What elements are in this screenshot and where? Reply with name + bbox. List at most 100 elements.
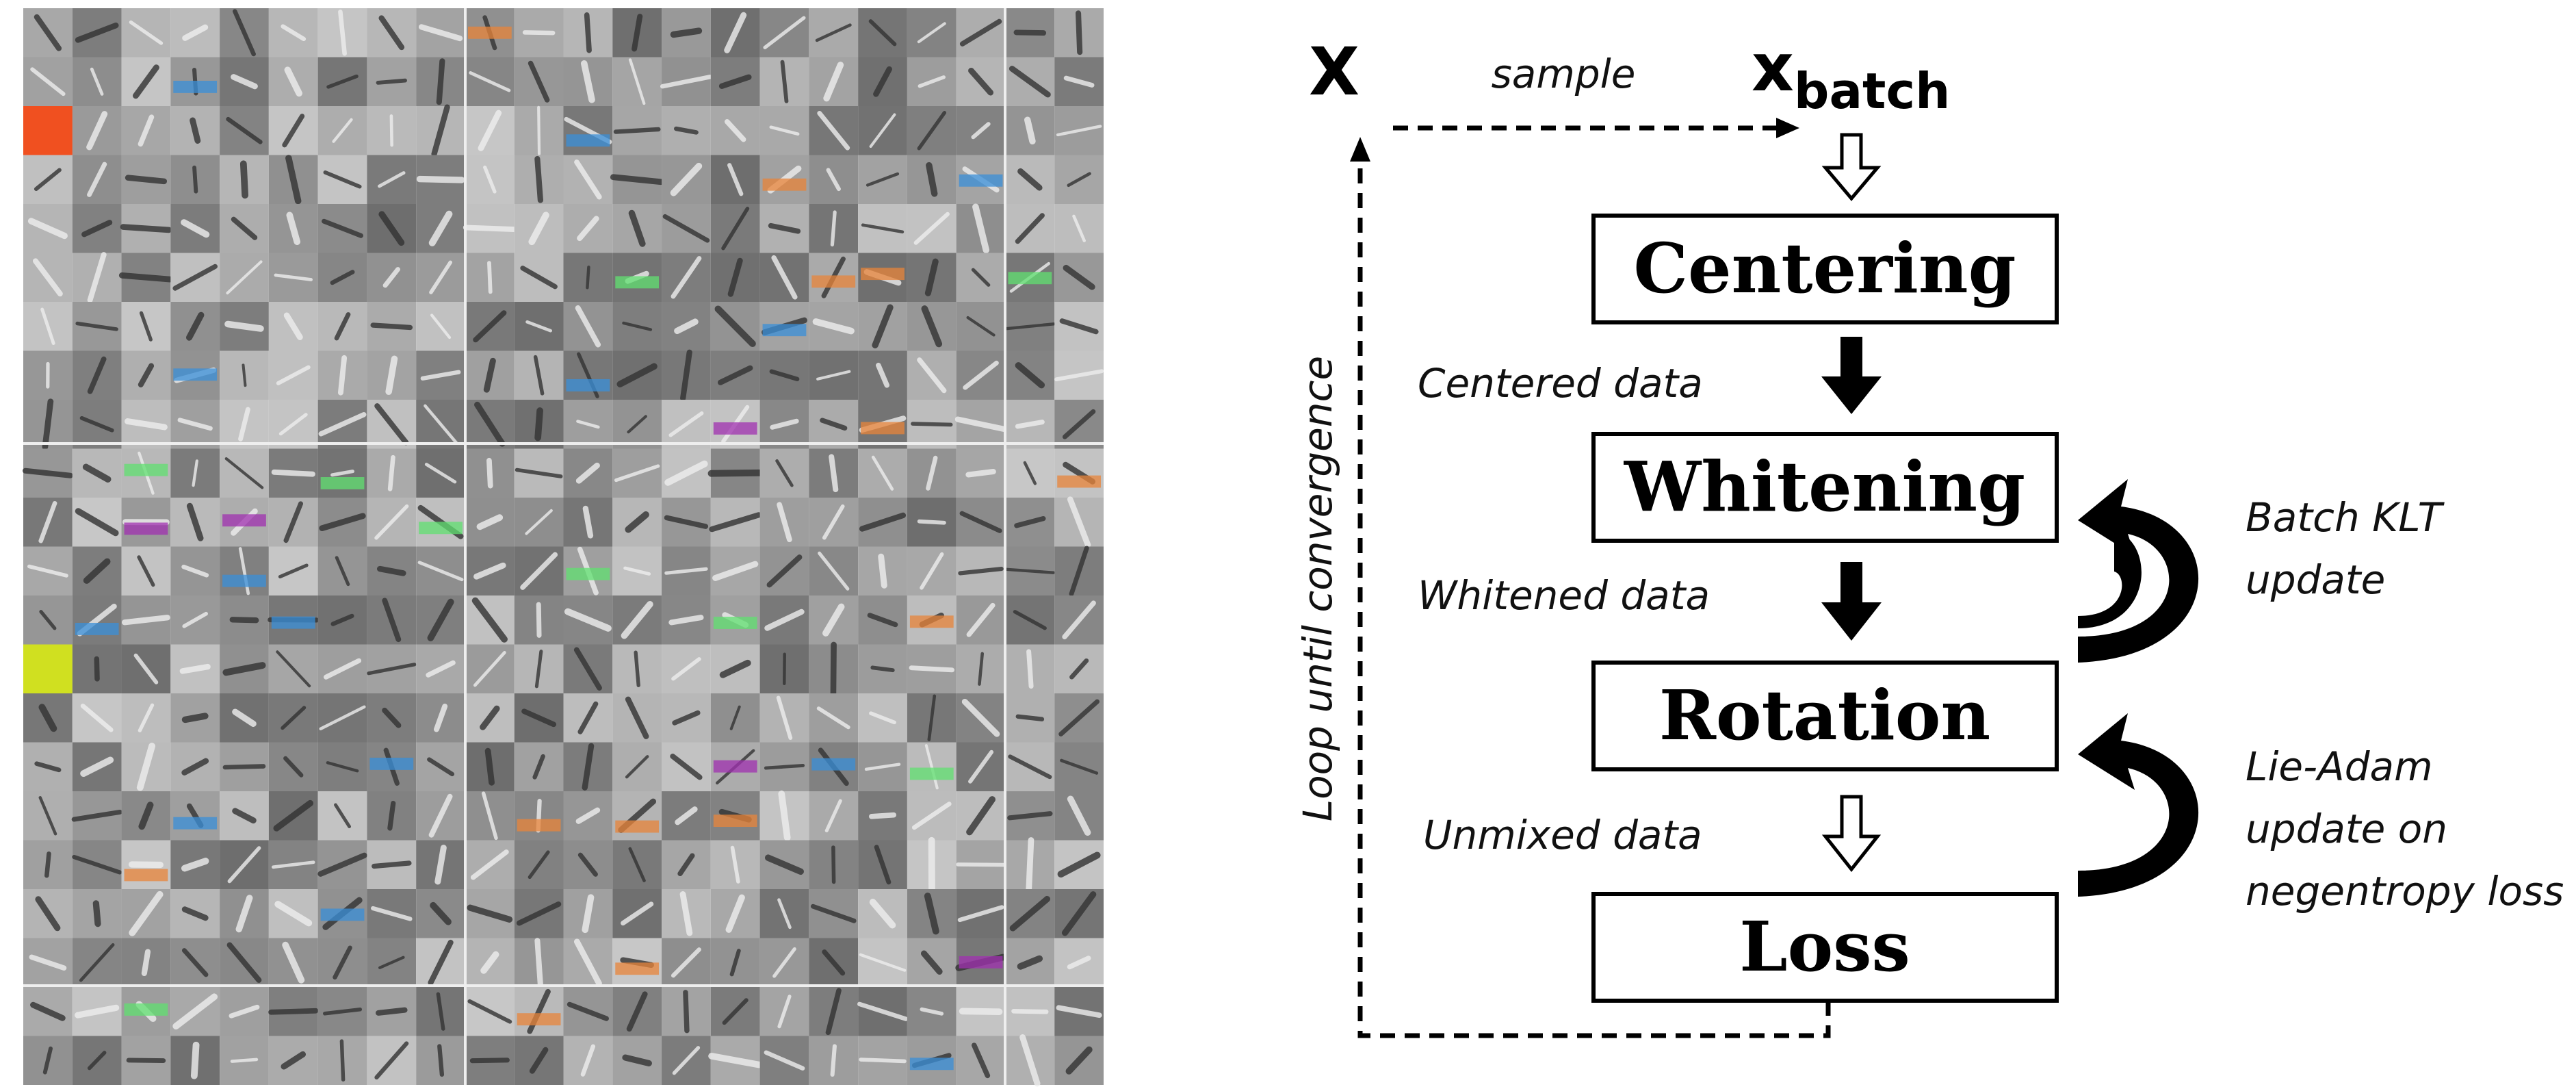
patch-edge (390, 804, 393, 828)
patch-color (1057, 476, 1101, 488)
node-label: Rotation (1659, 675, 1990, 756)
patch-edge (489, 263, 491, 292)
patch-color (1008, 272, 1052, 284)
patch-edge (378, 81, 405, 83)
patch-edge (373, 325, 410, 327)
filter-grid (23, 8, 1104, 1085)
arrowhead (1776, 118, 1799, 138)
patch-color (517, 1013, 561, 1025)
edge-label: Centered data (1418, 360, 1703, 407)
patch-color (173, 81, 217, 93)
patch-color (173, 368, 217, 381)
patch-edge (341, 358, 344, 393)
patch-edge (538, 107, 539, 154)
patch-edge (122, 275, 170, 279)
patch-edge (144, 952, 148, 973)
arrow-hollow (1825, 135, 1877, 198)
patch-edge (185, 716, 205, 719)
update-arrow (2078, 713, 2198, 897)
update-labels: Batch KLT update Lie-Adam update on negentro… (2246, 494, 2564, 914)
patch-edge (920, 522, 944, 523)
patch-color (910, 768, 954, 780)
figure: X sample xbatch Centering Whitening Rotati… (0, 0, 2576, 1089)
patch-edge (881, 556, 885, 585)
patch-color (23, 645, 73, 694)
patch-edge (958, 864, 1004, 865)
patch-color (567, 568, 610, 580)
patch-color (567, 134, 610, 146)
patch-edge (439, 1047, 442, 1075)
node-label: Loss (1739, 906, 1910, 987)
patch-edge (833, 847, 834, 882)
patch-edge (587, 15, 589, 51)
patch-edge (378, 1010, 404, 1013)
patch-color (321, 908, 365, 921)
patch-color (861, 422, 905, 435)
patch-edge (968, 472, 993, 474)
patch-edge (525, 32, 553, 33)
node-label: Whitening (1624, 446, 2025, 527)
patch-edge (1029, 652, 1031, 687)
patch-color (222, 575, 266, 587)
patch-edge (833, 1046, 835, 1075)
patch-edge (390, 457, 393, 489)
patch-edge (439, 61, 443, 102)
patch-edge (1078, 13, 1080, 52)
patch-color (125, 464, 168, 476)
patch-color (861, 268, 905, 280)
update-label: Lie-Adam (2246, 743, 2433, 790)
patch-edge (538, 411, 540, 437)
patch-edge (232, 1060, 257, 1062)
patch-color (714, 760, 757, 773)
patch-edge (341, 1041, 343, 1079)
arrow-hollow (1825, 797, 1877, 869)
patch-edge (374, 863, 409, 866)
arrow-solid (1821, 562, 1882, 641)
patch-edge (832, 212, 835, 244)
node-label: Centering (1633, 228, 2016, 309)
patch-color (811, 758, 855, 771)
patch-color (615, 962, 659, 975)
patch-edge (537, 159, 541, 200)
patch-color (369, 758, 413, 770)
arrow-solid (1821, 337, 1882, 414)
patch-edge (489, 461, 491, 486)
patch-edge (274, 472, 313, 474)
patch-edge (537, 940, 540, 984)
patch-edge (128, 178, 164, 181)
patch-edge (466, 227, 514, 229)
patch-color (811, 275, 855, 287)
update-label: update on (2246, 806, 2447, 852)
patch-edge (228, 324, 261, 329)
patch-color (615, 821, 659, 833)
patch-edge (244, 164, 245, 195)
patch-color (222, 514, 266, 526)
patch-edge (712, 473, 759, 474)
sample-label: sample (1492, 51, 1636, 97)
update-label: Batch KLT (2246, 494, 2445, 541)
patch-color (714, 617, 757, 629)
patch-color (125, 869, 168, 881)
patch-color (714, 815, 757, 827)
patch-color (959, 956, 1003, 969)
patch-edge (872, 815, 894, 817)
patch-edge (194, 1045, 196, 1076)
patch-edge (1017, 32, 1044, 33)
patch-edge (129, 1060, 164, 1061)
loop-label: Loop until convergence (1294, 356, 1341, 821)
patch-edge (271, 1011, 315, 1012)
update-label: update (2246, 556, 2385, 603)
edge-label: Unmixed data (1423, 812, 1702, 858)
patch-color (910, 1058, 954, 1070)
x-label: X (1309, 34, 1359, 110)
patch-edge (861, 1060, 905, 1061)
xbatch-label: xbatch (1752, 29, 1950, 120)
patch-color (763, 324, 807, 336)
patch-edge (472, 1060, 507, 1061)
patch-color (125, 522, 168, 535)
patch-edge (96, 659, 97, 679)
patch-edge (963, 1011, 1000, 1012)
update-label: negentropy loss (2246, 868, 2564, 914)
patch-edge (911, 668, 952, 670)
arrowhead (1350, 137, 1370, 162)
